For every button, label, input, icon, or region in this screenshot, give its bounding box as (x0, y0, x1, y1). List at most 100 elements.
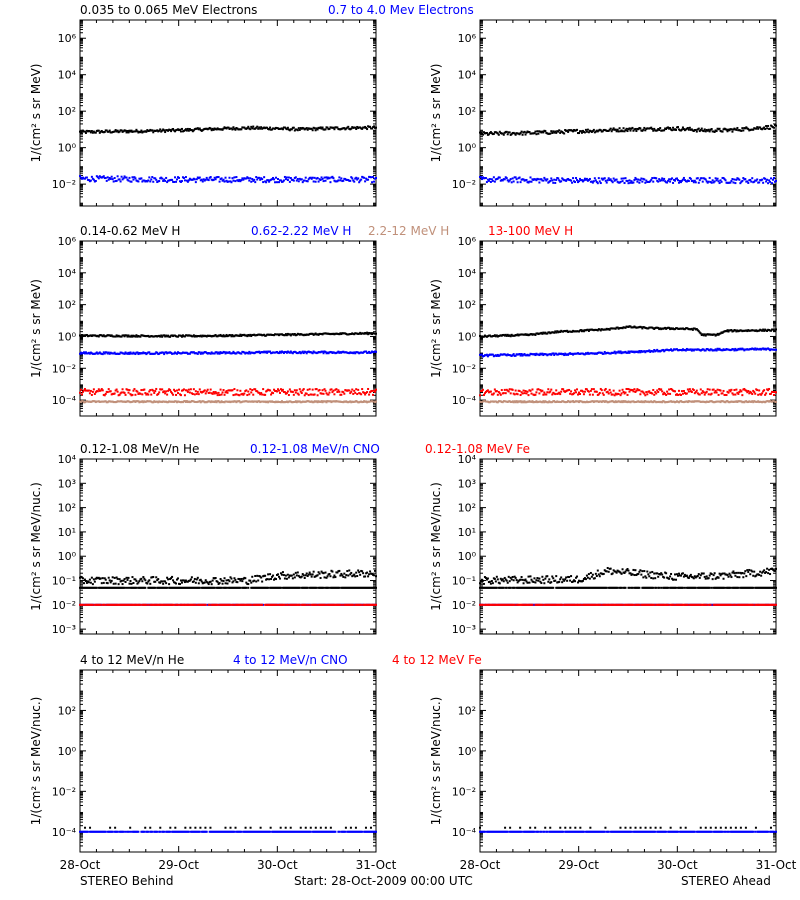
data-point (735, 330, 738, 333)
data-point (764, 393, 767, 396)
data-point (259, 127, 262, 130)
data-point (570, 179, 573, 182)
data-point (749, 178, 752, 181)
data-point (652, 350, 655, 353)
data-point (627, 182, 630, 185)
data-point (546, 391, 549, 394)
data-point (489, 180, 492, 183)
data-point (325, 401, 328, 404)
data-point (522, 178, 525, 181)
data-point (255, 176, 258, 179)
y-tick-label: 10⁶ (458, 235, 477, 248)
data-point (139, 335, 142, 338)
data-point (184, 128, 187, 131)
data-point (116, 129, 119, 132)
data-point (159, 128, 162, 131)
data-point (115, 388, 118, 391)
data-point (760, 393, 763, 396)
data-point (775, 328, 777, 331)
data-point (582, 393, 585, 396)
data-point (246, 394, 249, 397)
data-point (605, 181, 608, 184)
y-tick-label: 10⁰ (58, 550, 77, 563)
data-point (710, 181, 713, 184)
data-point (298, 388, 301, 391)
data-point (364, 125, 367, 128)
data-point (141, 400, 144, 403)
data-point (609, 178, 612, 181)
data-point (680, 390, 683, 393)
data-point (128, 176, 131, 179)
data-point (550, 388, 553, 391)
chart-title-1-1: 0.035 to 0.065 MeV Electrons (80, 3, 257, 17)
data-point (767, 389, 770, 392)
data-point (624, 350, 627, 353)
data-point (554, 330, 557, 333)
data-point (599, 387, 602, 390)
data-point (97, 335, 100, 338)
data-point (596, 329, 599, 332)
data-point (523, 392, 526, 395)
data-point (290, 128, 293, 131)
data-point (577, 393, 580, 396)
data-point (148, 390, 151, 393)
data-point (87, 179, 90, 182)
data-point (265, 350, 268, 353)
data-point (92, 178, 95, 181)
data-point (202, 178, 205, 181)
chart-title-2-2: 0.62-2.22 MeV H (251, 224, 351, 238)
data-point (497, 391, 500, 394)
data-point (203, 389, 206, 392)
data-point (689, 177, 692, 180)
data-point (269, 350, 272, 353)
data-point (92, 388, 95, 391)
data-point (98, 175, 101, 178)
data-point (493, 334, 496, 337)
data-point (591, 130, 594, 133)
data-point (232, 126, 235, 129)
data-point (609, 391, 612, 394)
data-point (500, 389, 503, 392)
data-point (655, 177, 658, 180)
data-point (496, 132, 499, 135)
data-point (215, 392, 218, 395)
data-point (681, 392, 684, 395)
data-point (94, 391, 97, 394)
data-point (285, 128, 288, 131)
data-point (718, 347, 721, 350)
data-point (83, 387, 86, 390)
series-points (479, 387, 777, 397)
data-point (185, 129, 188, 132)
data-point (681, 126, 684, 129)
data-point (707, 128, 710, 131)
data-point (163, 353, 166, 356)
data-point (198, 400, 201, 403)
data-point (501, 179, 504, 182)
data-point (715, 179, 718, 182)
data-point (162, 351, 165, 354)
data-point (740, 390, 743, 393)
data-point (224, 335, 227, 338)
data-point (746, 180, 749, 183)
data-point (80, 177, 83, 180)
data-point (169, 389, 172, 392)
data-point (251, 389, 254, 392)
data-point (585, 130, 588, 133)
data-point (342, 179, 345, 182)
data-point (279, 586, 282, 589)
data-point (188, 128, 191, 131)
data-point (616, 326, 619, 329)
data-point (115, 179, 118, 182)
y-tick-label: 10⁰ (58, 142, 77, 155)
data-point (205, 390, 208, 393)
data-point (136, 390, 139, 393)
data-point (497, 133, 500, 136)
data-point (752, 401, 755, 404)
data-point (530, 180, 533, 183)
series-points (79, 387, 377, 397)
data-point (322, 586, 325, 589)
data-point (554, 130, 557, 133)
data-point (106, 391, 109, 394)
data-point (652, 180, 655, 183)
